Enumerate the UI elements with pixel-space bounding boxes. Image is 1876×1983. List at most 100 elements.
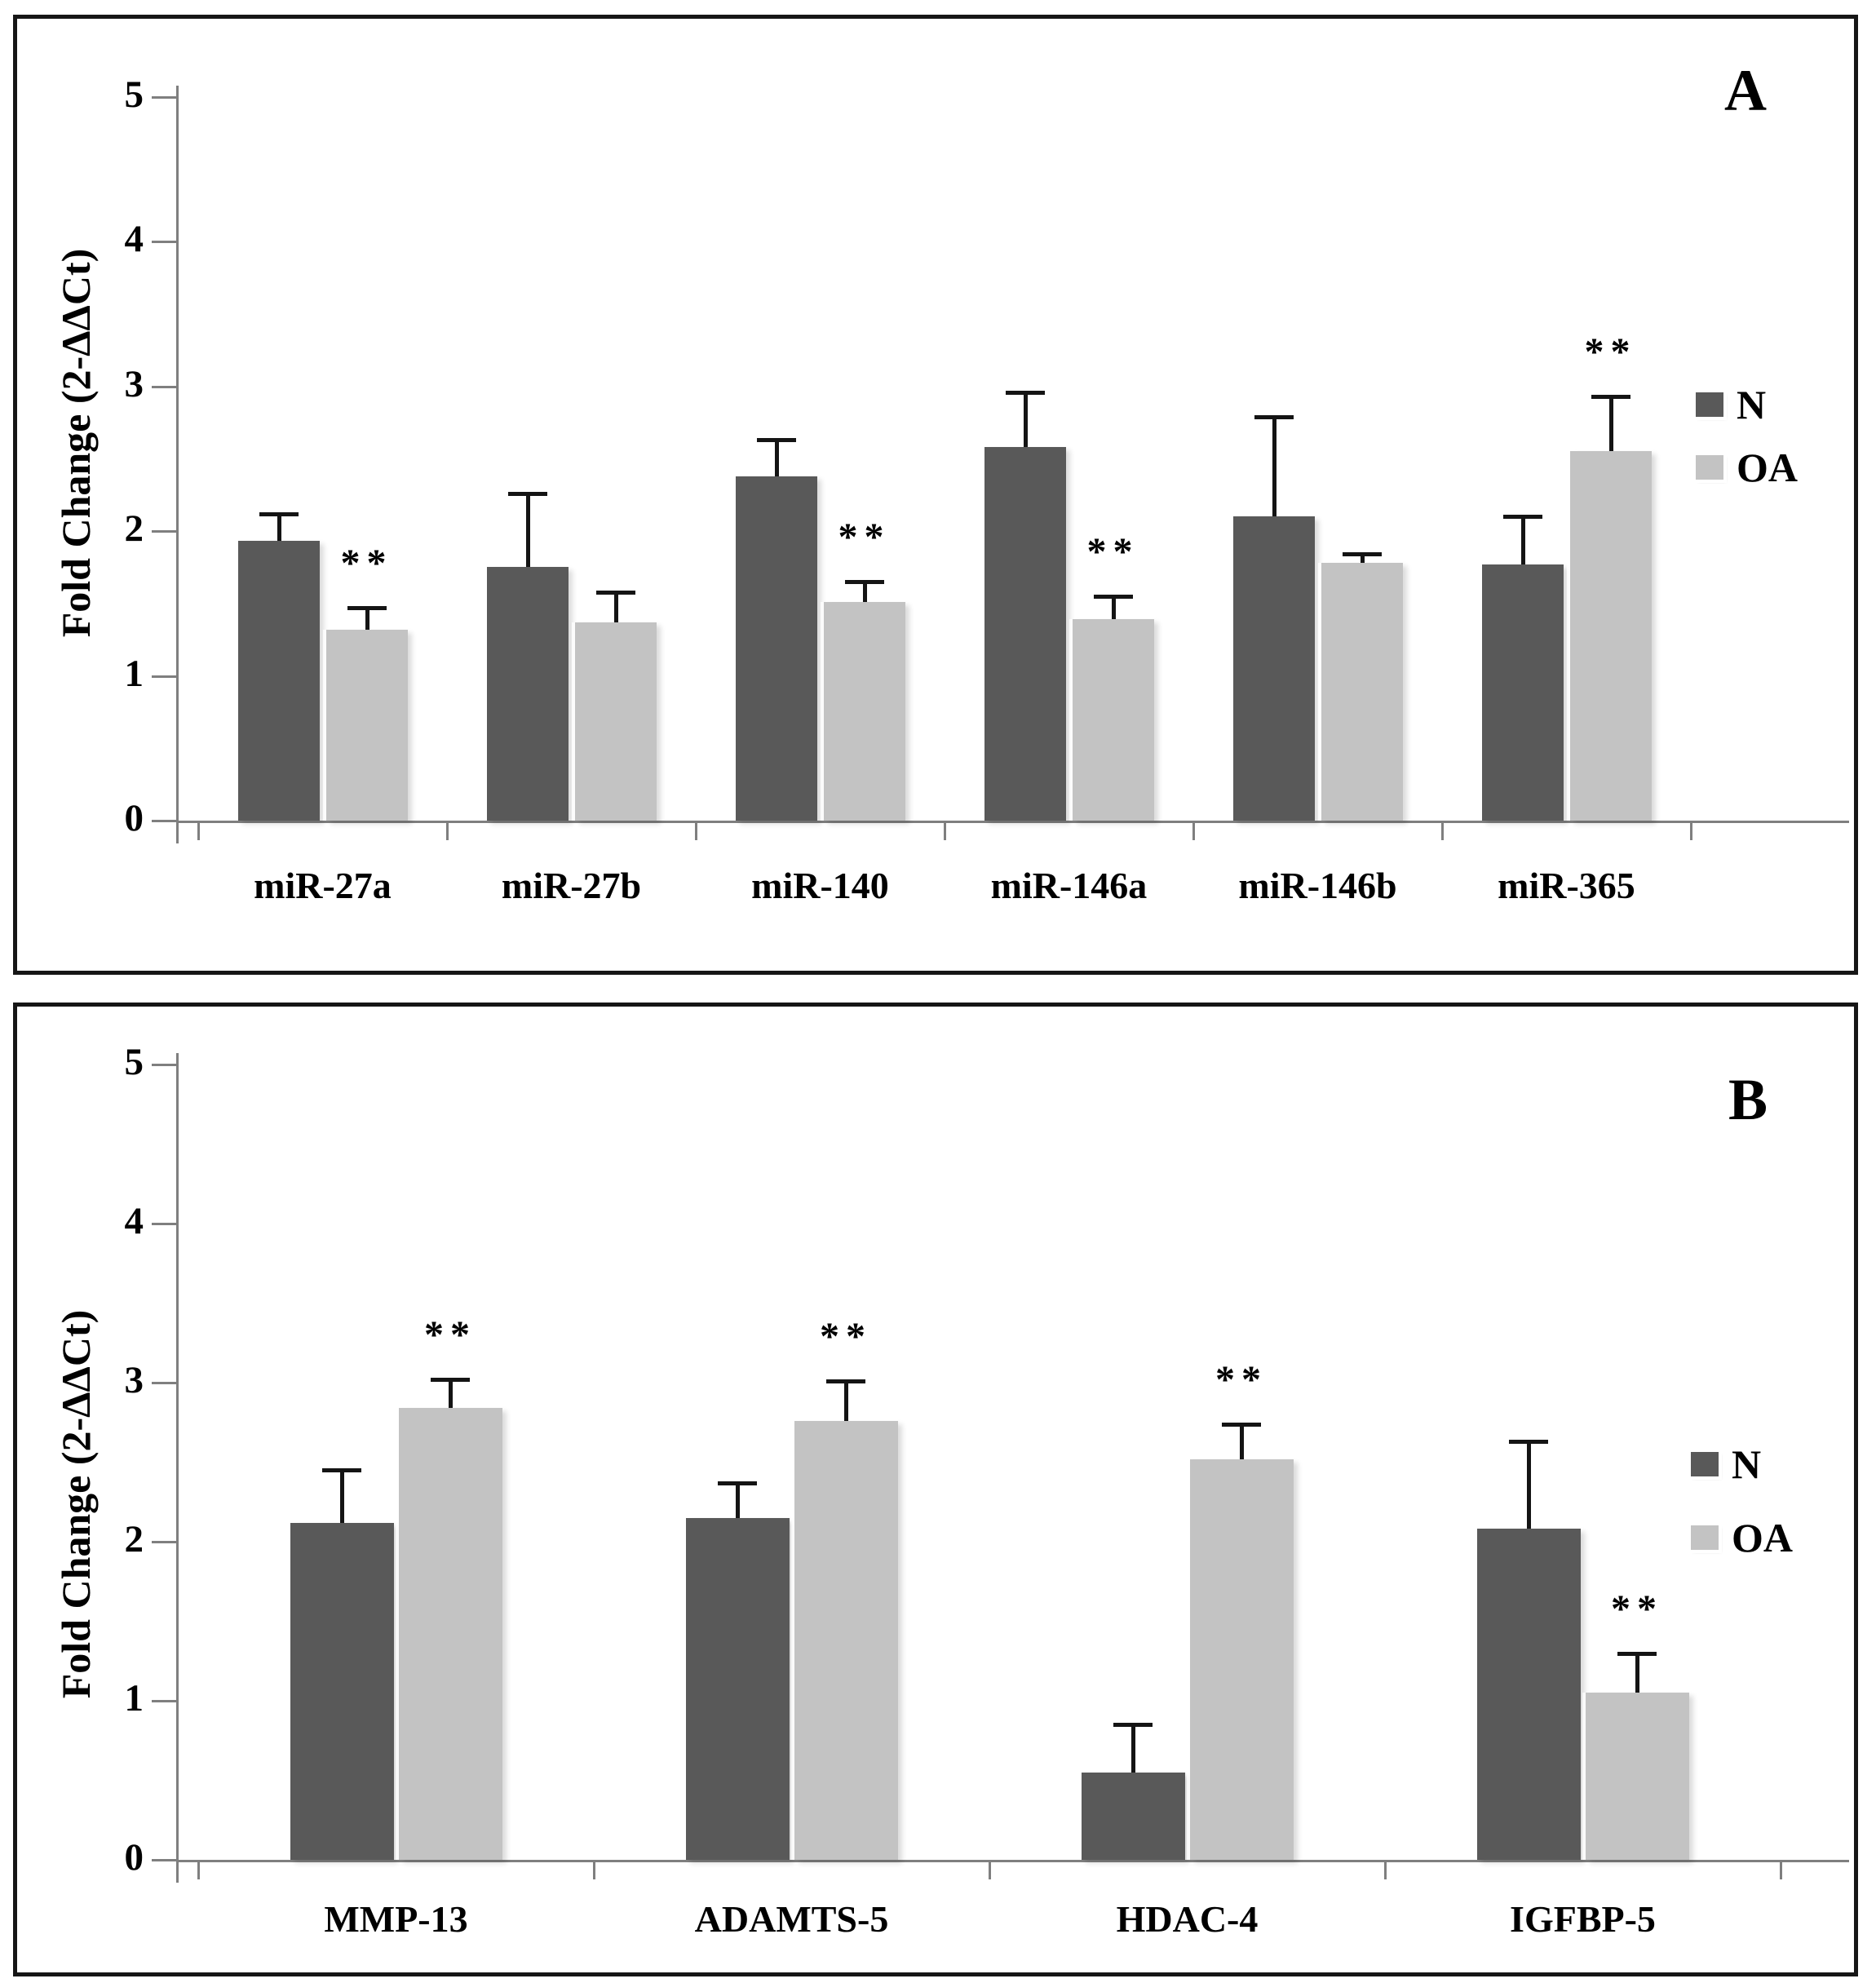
- legend-label-n: N: [1732, 1441, 1762, 1487]
- bar-n-mir-365: [1481, 564, 1564, 821]
- error-bar-stem: [1131, 1724, 1135, 1773]
- error-bar-cap: [507, 491, 547, 496]
- panel-a-letter: A: [1724, 58, 1767, 123]
- y-axis-tick-label: 5: [124, 1041, 144, 1083]
- error-bar-cap: [431, 1378, 470, 1383]
- error-bar-cap: [718, 1481, 757, 1485]
- bar-oa-mir-27a: [325, 629, 408, 821]
- bar-oa-igfbp-5: [1585, 1693, 1689, 1860]
- category-label: miR-140: [751, 865, 889, 906]
- category-label: miR-27b: [501, 865, 642, 906]
- y-axis-tick-label: 2: [124, 507, 144, 550]
- category-label: miR-365: [1498, 865, 1635, 906]
- y-axis-tick-label: 2: [124, 1518, 144, 1560]
- y-axis-tick-label: 0: [124, 797, 144, 839]
- significance-mark: **: [1215, 1357, 1268, 1401]
- x-axis-tick: [593, 1860, 595, 1879]
- y-axis-tick-label: 3: [124, 1359, 144, 1401]
- error-bar-stem: [1240, 1423, 1244, 1459]
- error-bar-cap: [1509, 1440, 1548, 1445]
- x-axis-tick: [1384, 1860, 1387, 1879]
- error-bar-stem: [1272, 416, 1276, 517]
- legend-item-oa: OA: [1691, 1517, 1793, 1558]
- error-bar-cap: [1591, 394, 1630, 399]
- y-axis-tick-label: 5: [124, 73, 144, 116]
- bar-n-mir-146b: [1232, 516, 1315, 821]
- error-bar-stem: [1111, 595, 1116, 620]
- error-bar-cap: [259, 511, 299, 516]
- x-axis-tick: [446, 821, 449, 840]
- bar-n-igfbp-5: [1476, 1529, 1581, 1860]
- bar-n-mir-27b: [486, 567, 569, 821]
- error-bar-cap: [826, 1379, 865, 1384]
- error-bar-stem: [862, 582, 867, 602]
- error-bar-stem: [365, 608, 369, 630]
- y-axis-tick: [152, 1700, 177, 1702]
- error-bar-cap: [595, 590, 635, 595]
- bar-n-adamts-5: [685, 1517, 790, 1860]
- error-bar-stem: [277, 513, 281, 542]
- error-bar-cap: [844, 580, 884, 585]
- significance-mark: **: [838, 516, 891, 560]
- plot-area-b: 0 1 2 3 4 5 MMP-13 ** ADAMTS-5 ** HDAC-4 ** IGFBP-5 *…: [17, 1007, 1854, 1972]
- category-label: ADAMTS-5: [694, 1898, 889, 1940]
- plot-area-a: 0 1 2 3 4 5 miR-27a ** miR-27b miR-140 ** miR-146a *…: [17, 19, 1854, 971]
- bar-oa-hdac-4: [1189, 1458, 1294, 1860]
- error-bar-cap: [756, 438, 796, 443]
- bar-oa-mir-146b: [1321, 563, 1403, 821]
- x-axis-tick: [197, 821, 200, 840]
- bar-oa-mir-27b: [574, 622, 657, 821]
- panel-b-y-axis-title: Fold Change (2-ΔΔCt): [53, 1309, 99, 1699]
- y-axis-tick-label: 1: [124, 1677, 144, 1720]
- category-label: miR-146a: [990, 865, 1148, 906]
- x-axis-tick: [1780, 1860, 1782, 1879]
- y-axis-tick: [152, 530, 177, 533]
- y-axis-tick: [152, 1382, 177, 1384]
- y-axis-tick: [152, 95, 177, 99]
- bar-oa-mir-140: [823, 601, 905, 821]
- legend-item-n: N: [1691, 1444, 1761, 1485]
- x-axis-tick: [695, 821, 697, 840]
- error-bar-stem: [736, 1482, 740, 1518]
- significance-mark: **: [820, 1315, 872, 1359]
- y-axis-tick: [152, 1859, 177, 1861]
- y-axis-tick-label: 3: [124, 362, 144, 405]
- panel-a: 0 1 2 3 4 5 miR-27a ** miR-27b miR-140 ** miR-146a *…: [13, 15, 1858, 975]
- significance-mark: **: [424, 1313, 476, 1357]
- panel-b: 0 1 2 3 4 5 MMP-13 ** ADAMTS-5 ** HDAC-4 ** IGFBP-5 *…: [13, 1003, 1858, 1976]
- error-bar-cap: [1342, 552, 1382, 557]
- error-bar-stem: [1527, 1441, 1531, 1529]
- error-bar-stem: [525, 493, 530, 568]
- significance-mark: **: [340, 542, 393, 586]
- x-axis-tick: [944, 821, 946, 840]
- error-bar-stem: [1360, 554, 1365, 564]
- category-label: HDAC-4: [1116, 1898, 1259, 1940]
- x-axis-tick: [1690, 821, 1692, 840]
- legend-swatch-n: [1691, 1452, 1719, 1476]
- y-axis-tick: [152, 820, 177, 822]
- error-bar-cap: [1005, 390, 1045, 395]
- x-axis-tick: [1441, 821, 1444, 840]
- y-axis-line: [176, 85, 179, 843]
- y-axis-line: [176, 1053, 179, 1883]
- y-axis-tick: [152, 385, 177, 388]
- bar-n-mir-146a: [984, 447, 1066, 821]
- panel-b-letter: B: [1728, 1067, 1768, 1132]
- error-bar-cap: [1093, 594, 1133, 599]
- significance-mark: **: [1584, 330, 1637, 374]
- category-label: IGFBP-5: [1510, 1898, 1656, 1940]
- error-bar-stem: [774, 440, 779, 476]
- bar-oa-mir-365: [1569, 451, 1652, 821]
- error-bar-stem: [1520, 516, 1525, 564]
- bar-n-hdac-4: [1081, 1772, 1185, 1860]
- bar-oa-mmp-13: [398, 1408, 502, 1860]
- category-label: MMP-13: [324, 1898, 468, 1940]
- y-axis-tick-label: 1: [124, 652, 144, 695]
- x-axis-tick: [1192, 821, 1195, 840]
- legend-label-oa: OA: [1732, 1515, 1793, 1560]
- error-bar-stem: [1608, 396, 1613, 452]
- bar-n-mir-140: [735, 476, 817, 821]
- y-axis-tick: [152, 1541, 177, 1543]
- error-bar-stem: [844, 1381, 848, 1421]
